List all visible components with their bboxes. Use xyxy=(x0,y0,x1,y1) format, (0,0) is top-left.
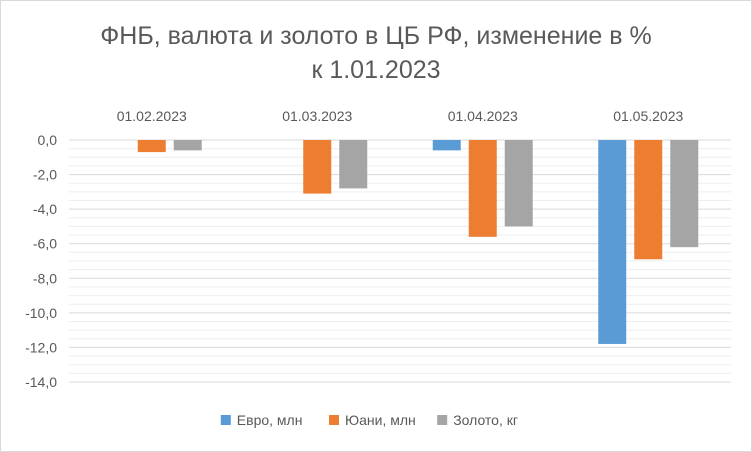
y-tick-label: -6,0 xyxy=(33,236,57,252)
y-tick-label: -14,0 xyxy=(25,374,57,390)
y-tick-label: -4,0 xyxy=(33,201,57,217)
category-label: 01.04.2023 xyxy=(448,108,518,124)
category-label: 01.02.2023 xyxy=(117,108,187,124)
y-tick-label: -12,0 xyxy=(25,339,57,355)
bar-3-2 xyxy=(339,140,368,189)
category-label: 01.05.2023 xyxy=(613,108,683,124)
legend: Евро, млн Юани, млн Золото, кг xyxy=(220,412,518,428)
legend-label: Юани, млн xyxy=(345,412,416,428)
y-tick-label: -8,0 xyxy=(33,270,57,286)
bar-2-2 xyxy=(303,140,332,194)
bar-2-3 xyxy=(468,140,497,237)
bar-3-1 xyxy=(173,140,202,151)
bar-2-4 xyxy=(634,140,663,260)
bars xyxy=(137,140,699,344)
y-tick-label: -10,0 xyxy=(25,305,57,321)
bar-1-3 xyxy=(432,140,461,151)
legend-swatch xyxy=(329,415,339,425)
chart-title: ФНБ, валюта и золото в ЦБ РФ, изменение … xyxy=(1,19,751,87)
bar-2-1 xyxy=(137,140,166,153)
chart-title-line-1: ФНБ, валюта и золото в ЦБ РФ, изменение … xyxy=(100,22,652,50)
y-axis-tick-labels: 0,0 -2,0 -4,0 -6,0 -8,0 -10,0 -12,0 -14,0 xyxy=(25,132,57,390)
legend-label: Золото, кг xyxy=(453,412,518,428)
bar-3-4 xyxy=(670,140,699,248)
bar-1-4 xyxy=(598,140,627,344)
y-tick-label: 0,0 xyxy=(38,132,58,148)
gridlines xyxy=(69,139,731,383)
legend-swatch xyxy=(220,415,231,425)
y-tick-label: -2,0 xyxy=(33,167,57,183)
category-labels: 01.02.2023 01.03.2023 01.04.2023 01.05.2023 xyxy=(117,108,684,124)
bar-3-3 xyxy=(504,140,533,227)
chart-title-line-2: к 1.01.2023 xyxy=(311,56,441,84)
legend-label: Евро, млн xyxy=(237,412,303,428)
category-label: 01.03.2023 xyxy=(282,108,352,124)
legend-swatch xyxy=(437,415,448,425)
